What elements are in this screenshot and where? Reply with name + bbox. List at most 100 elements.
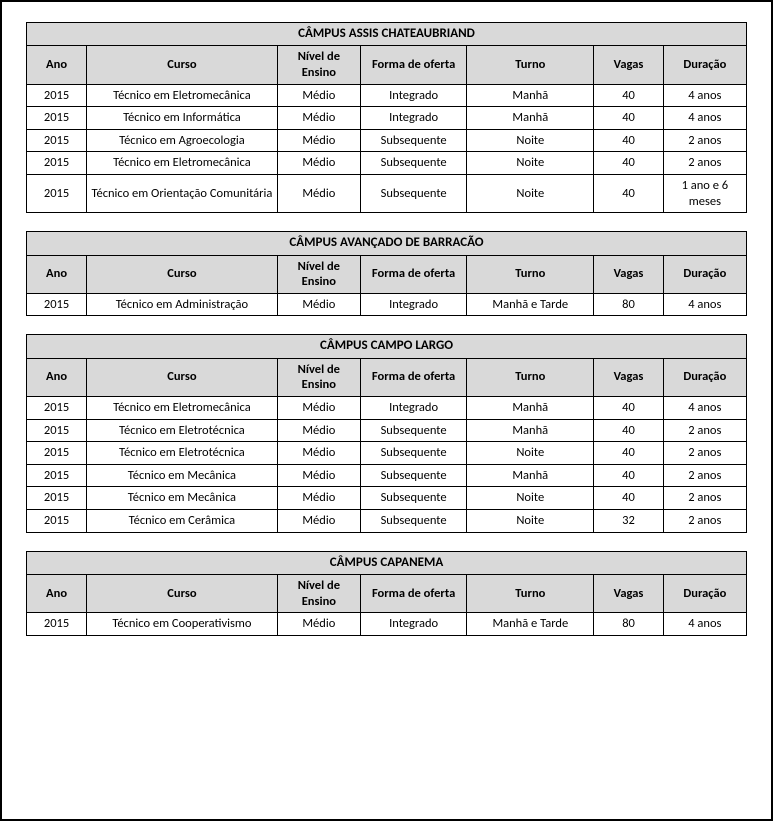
column-header-curso: Curso — [87, 574, 278, 612]
cell-nivel: Médio — [277, 175, 360, 213]
campus-table: CÂMPUS CAPANEMAAnoCursoNível de EnsinoFo… — [26, 551, 747, 636]
table-row: 2015Técnico em EletrotécnicaMédioSubsequ… — [27, 419, 747, 442]
cell-forma: Subsequente — [360, 487, 466, 510]
cell-ano: 2015 — [27, 152, 87, 175]
table-row: 2015Técnico em EletromecânicaMédioSubseq… — [27, 152, 747, 175]
column-header-row: AnoCursoNível de EnsinoForma de ofertaTu… — [27, 46, 747, 84]
cell-forma: Integrado — [360, 107, 466, 130]
cell-forma: Integrado — [360, 613, 466, 636]
cell-ano: 2015 — [27, 293, 87, 316]
cell-turno: Manhã — [467, 419, 594, 442]
cell-vagas: 40 — [594, 487, 663, 510]
column-header-row: AnoCursoNível de EnsinoForma de ofertaTu… — [27, 358, 747, 396]
cell-turno: Manhã — [467, 107, 594, 130]
cell-forma: Subsequente — [360, 152, 466, 175]
cell-vagas: 40 — [594, 419, 663, 442]
cell-curso: Técnico em Mecânica — [87, 464, 278, 487]
cell-nivel: Médio — [277, 107, 360, 130]
cell-ano: 2015 — [27, 396, 87, 419]
cell-forma: Subsequente — [360, 129, 466, 152]
column-header-row: AnoCursoNível de EnsinoForma de ofertaTu… — [27, 574, 747, 612]
column-header-nivel: Nível de Ensino — [277, 358, 360, 396]
table-row: 2015Técnico em CooperativismoMédioIntegr… — [27, 613, 747, 636]
table-row: 2015Técnico em EletrotécnicaMédioSubsequ… — [27, 442, 747, 465]
cell-nivel: Médio — [277, 396, 360, 419]
cell-duracao: 2 anos — [663, 510, 746, 533]
cell-forma: Subsequente — [360, 464, 466, 487]
cell-curso: Técnico em Cooperativismo — [87, 613, 278, 636]
column-header-row: AnoCursoNível de EnsinoForma de ofertaTu… — [27, 255, 747, 293]
cell-vagas: 80 — [594, 613, 663, 636]
cell-nivel: Médio — [277, 442, 360, 465]
cell-duracao: 2 anos — [663, 442, 746, 465]
column-header-turno: Turno — [467, 46, 594, 84]
cell-curso: Técnico em Orientação Comunitária — [87, 175, 278, 213]
table-row: 2015Técnico em CerâmicaMédioSubsequenteN… — [27, 510, 747, 533]
column-header-nivel: Nível de Ensino — [277, 46, 360, 84]
cell-curso: Técnico em Agroecologia — [87, 129, 278, 152]
cell-vagas: 40 — [594, 442, 663, 465]
cell-duracao: 4 anos — [663, 84, 746, 107]
cell-curso: Técnico em Eletrotécnica — [87, 419, 278, 442]
column-header-ano: Ano — [27, 574, 87, 612]
cell-turno: Manhã e Tarde — [467, 293, 594, 316]
campus-title: CÂMPUS AVANÇADO DE BARRACÃO — [27, 232, 747, 255]
cell-duracao: 2 anos — [663, 487, 746, 510]
cell-nivel: Médio — [277, 419, 360, 442]
column-header-nivel: Nível de Ensino — [277, 255, 360, 293]
table-row: 2015Técnico em EletromecânicaMédioIntegr… — [27, 396, 747, 419]
cell-turno: Noite — [467, 442, 594, 465]
cell-forma: Subsequente — [360, 419, 466, 442]
cell-nivel: Médio — [277, 464, 360, 487]
cell-turno: Noite — [467, 129, 594, 152]
cell-ano: 2015 — [27, 419, 87, 442]
cell-duracao: 4 anos — [663, 293, 746, 316]
column-header-duracao: Duração — [663, 255, 746, 293]
cell-vagas: 40 — [594, 84, 663, 107]
column-header-duracao: Duração — [663, 574, 746, 612]
column-header-duracao: Duração — [663, 46, 746, 84]
cell-turno: Manhã — [467, 464, 594, 487]
column-header-vagas: Vagas — [594, 358, 663, 396]
cell-forma: Integrado — [360, 84, 466, 107]
column-header-ano: Ano — [27, 255, 87, 293]
cell-vagas: 40 — [594, 129, 663, 152]
cell-duracao: 2 anos — [663, 464, 746, 487]
column-header-forma: Forma de oferta — [360, 46, 466, 84]
column-header-nivel: Nível de Ensino — [277, 574, 360, 612]
cell-vagas: 40 — [594, 396, 663, 419]
cell-ano: 2015 — [27, 129, 87, 152]
cell-turno: Noite — [467, 152, 594, 175]
column-header-curso: Curso — [87, 46, 278, 84]
cell-nivel: Médio — [277, 510, 360, 533]
cell-vagas: 32 — [594, 510, 663, 533]
cell-vagas: 40 — [594, 107, 663, 130]
cell-duracao: 1 ano e 6 meses — [663, 175, 746, 213]
cell-forma: Integrado — [360, 396, 466, 419]
table-row: 2015Técnico em MecânicaMédioSubsequenteM… — [27, 464, 747, 487]
cell-curso: Técnico em Informática — [87, 107, 278, 130]
cell-curso: Técnico em Eletromecânica — [87, 84, 278, 107]
table-row: 2015Técnico em AgroecologiaMédioSubseque… — [27, 129, 747, 152]
cell-turno: Noite — [467, 510, 594, 533]
column-header-curso: Curso — [87, 255, 278, 293]
cell-nivel: Médio — [277, 84, 360, 107]
cell-duracao: 2 anos — [663, 419, 746, 442]
cell-turno: Noite — [467, 487, 594, 510]
cell-turno: Manhã e Tarde — [467, 613, 594, 636]
column-header-curso: Curso — [87, 358, 278, 396]
column-header-vagas: Vagas — [594, 46, 663, 84]
campus-table: CÂMPUS AVANÇADO DE BARRACÃOAnoCursoNível… — [26, 231, 747, 316]
column-header-ano: Ano — [27, 46, 87, 84]
cell-duracao: 2 anos — [663, 129, 746, 152]
cell-duracao: 4 anos — [663, 396, 746, 419]
cell-curso: Técnico em Eletrotécnica — [87, 442, 278, 465]
page-frame: CÂMPUS ASSIS CHATEAUBRIANDAnoCursoNível … — [0, 0, 773, 821]
cell-nivel: Médio — [277, 293, 360, 316]
cell-nivel: Médio — [277, 152, 360, 175]
cell-ano: 2015 — [27, 442, 87, 465]
cell-vagas: 40 — [594, 175, 663, 213]
campus-title: CÂMPUS ASSIS CHATEAUBRIAND — [27, 23, 747, 46]
column-header-forma: Forma de oferta — [360, 574, 466, 612]
column-header-vagas: Vagas — [594, 255, 663, 293]
